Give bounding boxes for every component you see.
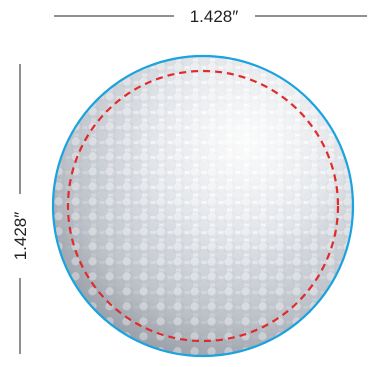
cut-outline [51,54,355,358]
golf-ball-icon [53,56,353,356]
width-dimension: 1.428″ [54,7,367,26]
width-dimension-label: 1.428″ [190,7,239,26]
safe-zone-outline [66,69,340,343]
height-dimension: 1.428″ [11,64,30,354]
height-dimension-label: 1.428″ [11,212,30,261]
